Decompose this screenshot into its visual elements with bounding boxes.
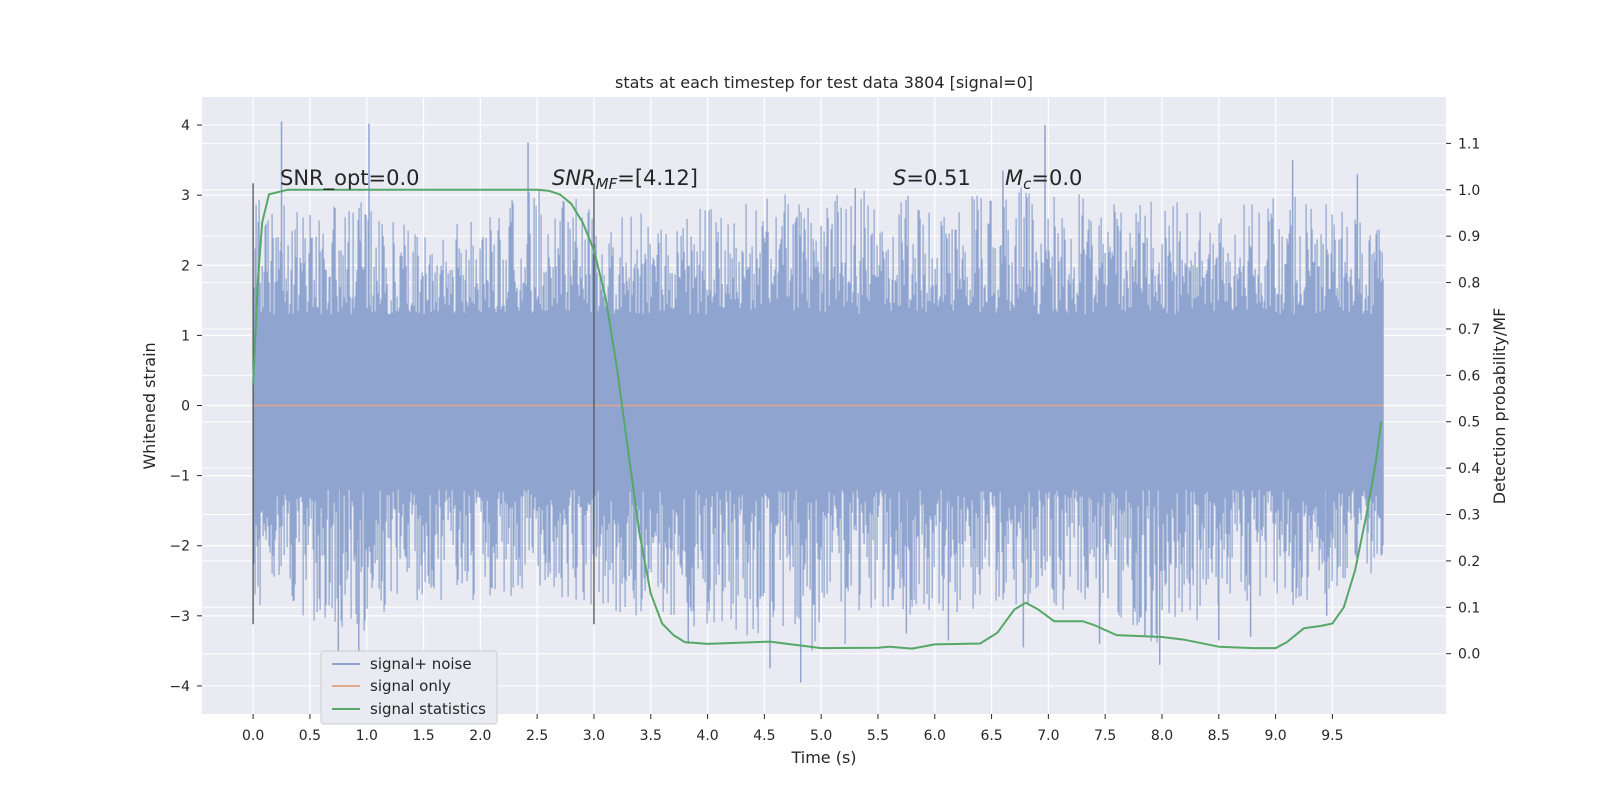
legend: signal+ noise signal only signal statist… (320, 650, 498, 725)
x-tick-label: 2.5 (526, 728, 548, 744)
y-tick-label: −4 (169, 679, 190, 695)
y2-tick-label: 0.7 (1458, 322, 1480, 338)
annotation-snr-mf: SNRMF=[4.12] (552, 166, 698, 193)
y2-tick-label: 0.0 (1458, 647, 1480, 663)
y-axis-label: Whitened strain (140, 342, 159, 469)
y-tick-label: 3 (181, 188, 190, 204)
legend-label-signal-noise: signal+ noise (370, 655, 472, 673)
x-tick-label: 0.5 (299, 728, 321, 744)
x-axis-label: Time (s) (790, 748, 856, 767)
x-tick-label: 4.5 (753, 728, 775, 744)
y2-tick-label: 0.4 (1458, 461, 1480, 477)
legend-label-signal-only: signal only (370, 677, 451, 695)
y2-tick-label: 0.9 (1458, 229, 1480, 245)
x-tick-label: 2.0 (469, 728, 491, 744)
y-tick-label: 0 (181, 399, 190, 415)
x-tick-label: 5.0 (810, 728, 832, 744)
annotation-mc-subscript: c (1023, 175, 1032, 193)
x-tick-label: 6.0 (924, 728, 946, 744)
x-tick-label: 4.0 (696, 728, 718, 744)
y-tick-label: −2 (169, 539, 190, 555)
x-tick-label: 0.0 (242, 728, 264, 744)
x-tick-label: 1.5 (412, 728, 434, 744)
y-tick-label: −1 (169, 469, 190, 485)
x-ticks: 0.0 0.5 1.0 1.5 2.0 2.5 3.0 3.5 4.0 4.5 5.0 5.5 6.0 6… (242, 714, 1344, 744)
x-tick-label: 7.5 (1094, 728, 1116, 744)
x-tick-label: 1.0 (356, 728, 378, 744)
annotation-snr-mf-value: =[4.12] (617, 166, 698, 190)
x-tick-label: 5.5 (867, 728, 889, 744)
annotation-s-value: =0.51 (906, 166, 970, 190)
signal-statistics-line (252, 188, 1383, 650)
legend-label-signal-statistics: signal statistics (370, 700, 486, 718)
annotation-s: S=0.51 (893, 166, 971, 190)
x-tick-label: 6.5 (980, 728, 1002, 744)
y2-axis-label: Detection probability/MF (1490, 308, 1509, 505)
x-tick-label: 3.0 (583, 728, 605, 744)
y2-tick-label: 1.1 (1458, 136, 1480, 152)
legend-box (320, 650, 498, 725)
x-tick-label: 7.0 (1037, 728, 1059, 744)
annotation-mc-value: =0.0 (1031, 166, 1082, 190)
y2-tick-label: 0.2 (1458, 554, 1480, 570)
y-tick-label: 2 (181, 258, 190, 274)
x-tick-label: 8.5 (1208, 728, 1230, 744)
y2-tick-label: 1.0 (1458, 183, 1480, 199)
series-signal-noise (252, 121, 1384, 683)
y-ticks: 4 3 2 1 0 −1 −2 −3 −4 (169, 118, 202, 695)
y-tick-label: −3 (169, 609, 190, 625)
x-tick-label: 8.0 (1151, 728, 1173, 744)
y-tick-label: 4 (181, 118, 190, 134)
annotation-snr-mf-subscript: MF (596, 175, 618, 193)
chart-title: stats at each timestep for test data 380… (615, 73, 1033, 92)
x-tick-label: 9.5 (1321, 728, 1343, 744)
annotation-mc-symbol: M (1005, 166, 1023, 190)
y2-ticks: 1.1 1.0 0.9 0.8 0.7 0.6 0.5 0.4 0.3 0.2 0.1 0.0 (1446, 136, 1480, 663)
vertical-markers (252, 183, 595, 625)
x-tick-label: 9.0 (1264, 728, 1286, 744)
y-tick-label: 1 (181, 328, 190, 344)
x-tick-label: 3.5 (640, 728, 662, 744)
y2-tick-label: 0.1 (1458, 600, 1480, 616)
annotation-mc: Mc=0.0 (1005, 166, 1082, 193)
annotation-snr-mf-symbol: SNR (552, 166, 596, 190)
annotation-snr-opt: SNR_opt=0.0 (280, 166, 420, 191)
y2-tick-label: 0.6 (1458, 368, 1480, 384)
y2-tick-label: 0.8 (1458, 276, 1480, 292)
y2-tick-label: 0.5 (1458, 415, 1480, 431)
y2-tick-label: 0.3 (1458, 508, 1480, 524)
series-signal-statistics (252, 188, 1383, 650)
annotation-s-symbol: S (893, 166, 906, 190)
